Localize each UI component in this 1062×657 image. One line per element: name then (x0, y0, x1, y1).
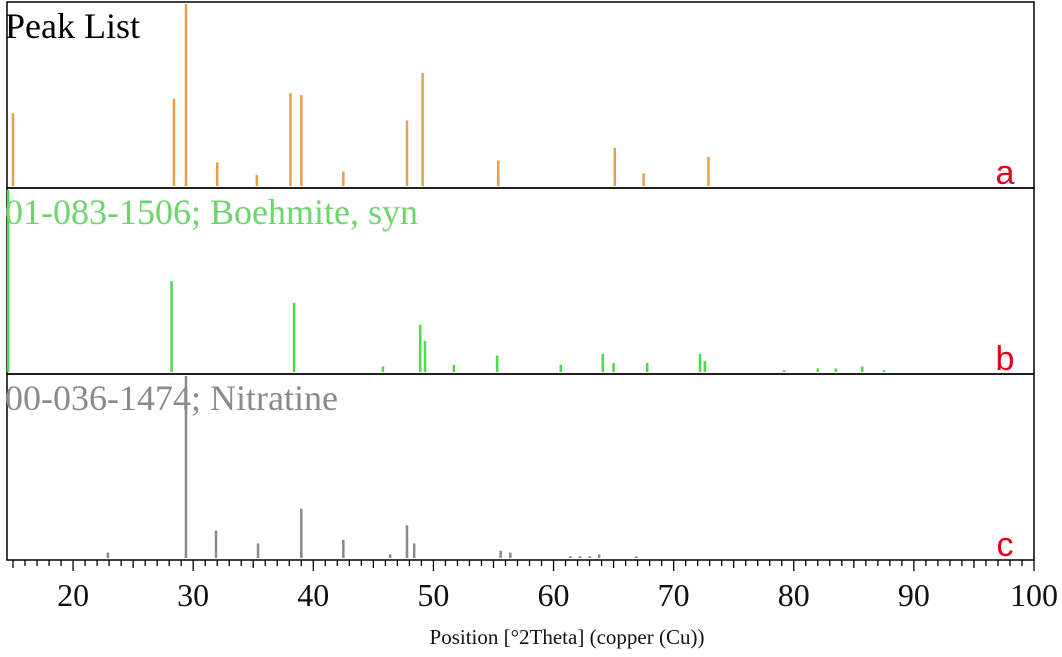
x-tick-label: 80 (778, 577, 810, 613)
panel-title: 00-036-1474; Nitratine (5, 378, 338, 418)
x-axis-title: Position [°2Theta] (copper (Cu)) (430, 625, 705, 649)
panel-letter: a (996, 154, 1015, 192)
x-tick-label: 70 (658, 577, 690, 613)
x-tick-label: 100 (1010, 577, 1058, 613)
panel-c: 00-036-1474; Nitratine c (5, 373, 1035, 564)
panel-frame (6, 373, 1035, 561)
x-tick-label: 60 (538, 577, 570, 613)
panel-b: 01-083-1506; Boehmite, syn b (5, 187, 1035, 378)
x-tick-label: 30 (177, 577, 209, 613)
x-axis: 20 30 40 50 60 70 80 90 100 (12, 560, 1058, 613)
x-tick-label: 20 (57, 577, 89, 613)
x-tick-label: 40 (297, 577, 329, 613)
x-tick-label: 50 (417, 577, 449, 613)
panel-letter: b (996, 340, 1015, 378)
panel-letter: c (997, 526, 1014, 564)
panel-frame (6, 1, 1035, 189)
panel-title: 01-083-1506; Boehmite, syn (5, 192, 418, 232)
x-tick-label: 90 (898, 577, 930, 613)
panel-a: Peak List a (5, 1, 1035, 192)
panel-title: Peak List (5, 6, 140, 46)
